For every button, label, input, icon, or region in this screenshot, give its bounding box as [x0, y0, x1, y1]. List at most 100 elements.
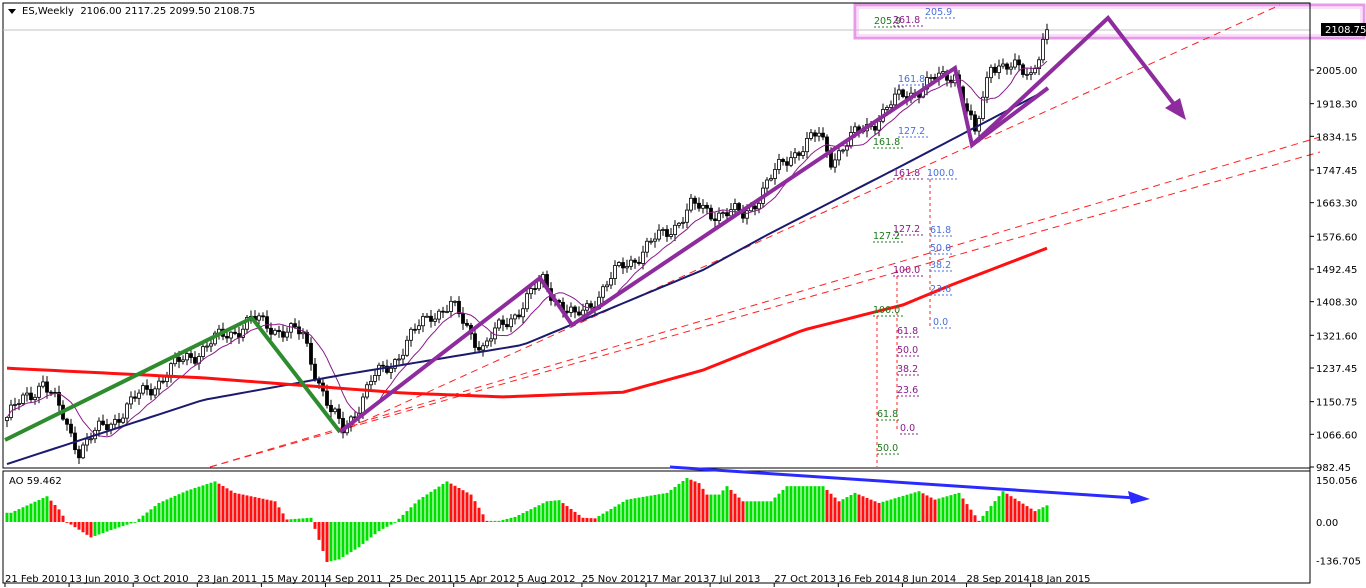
ao-bar-down	[241, 494, 245, 522]
candle-up	[205, 345, 209, 348]
candle-up	[721, 212, 725, 215]
candle-down	[309, 342, 313, 365]
candle-up	[653, 238, 657, 242]
ao-bar-up	[301, 518, 305, 522]
ao-bar-down	[701, 488, 705, 522]
ao-bar-up	[761, 501, 765, 522]
candle-up	[613, 265, 617, 279]
ao-bar-down	[457, 487, 461, 522]
ao-bar-up	[745, 501, 749, 522]
ao-bar-down	[565, 506, 569, 522]
date-tick-label: 27 Oct 2013	[774, 574, 836, 585]
dropdown-triangle-icon[interactable]	[8, 8, 16, 14]
candle-down	[713, 218, 717, 221]
fib-label-purple: 100.0	[893, 265, 920, 276]
ao-bar-up	[93, 522, 97, 536]
ao-bar-up	[721, 490, 725, 522]
ao-bar-down	[269, 500, 273, 522]
candle-up	[33, 396, 37, 400]
candle-down	[281, 331, 285, 338]
candle-up	[1033, 68, 1037, 74]
candle-down	[225, 335, 229, 339]
candle-down	[305, 331, 309, 344]
ao-bar-up	[429, 491, 433, 522]
ao-bar-up	[665, 492, 669, 522]
ao-bar-up	[609, 508, 613, 522]
candle-up	[885, 107, 889, 110]
candle-up	[113, 419, 117, 425]
ao-bar-up	[497, 520, 501, 522]
candle-up	[757, 202, 761, 210]
ao-bar-up	[413, 503, 417, 522]
date-tick-label: 15 Apr 2012	[454, 574, 516, 585]
price-tick-label: 982.45	[1316, 463, 1351, 474]
ao-bar-up	[605, 511, 609, 522]
candle-up	[125, 403, 129, 419]
ao-bar-down	[973, 515, 977, 522]
ao-bar-down	[921, 493, 925, 522]
ao-bar-down	[481, 514, 485, 522]
fib-label-blue: 61.8	[930, 225, 951, 236]
candle-up	[401, 354, 405, 360]
ao-bar-down	[65, 522, 69, 523]
ao-bar-up	[437, 486, 441, 522]
ao-bar-up	[845, 497, 849, 522]
candle-down	[457, 300, 461, 315]
ao-bar-down	[485, 520, 489, 522]
ao-bar-up	[809, 486, 813, 522]
ao-bar-up	[821, 486, 825, 522]
ao-bar-up	[345, 522, 349, 555]
ao-bar-down	[277, 507, 281, 522]
ao-bar-down	[1021, 503, 1025, 522]
ao-bar-up	[661, 493, 665, 522]
candle-up	[21, 394, 25, 404]
ao-indicator-label: AO 59.462	[9, 476, 62, 487]
candle-up	[601, 286, 605, 298]
candle-down	[473, 333, 477, 348]
ao-bar-up	[193, 488, 197, 522]
candle-down	[517, 314, 521, 318]
candle-up	[97, 420, 101, 431]
date-tick-label: 15 May 2011	[261, 574, 326, 585]
ao-bar-up	[901, 495, 905, 522]
moving-average-mid	[6, 88, 1048, 466]
candle-up	[733, 203, 737, 211]
candle-down	[293, 323, 297, 328]
ao-bar-up	[649, 495, 653, 522]
ao-bar-up	[289, 519, 293, 522]
ao-bar-up	[681, 481, 685, 522]
ao-bar-up	[601, 513, 605, 522]
ao-bar-up	[297, 518, 301, 522]
ao-bar-up	[641, 496, 645, 522]
ao-bar-up	[1045, 505, 1049, 522]
candle-down	[1021, 64, 1025, 75]
candle-up	[493, 327, 497, 340]
fib-label-purple: 38.2	[897, 364, 918, 375]
ao-bar-up	[633, 498, 637, 522]
ao-bar-up	[513, 516, 517, 522]
candle-down	[637, 261, 641, 264]
candle-up	[817, 132, 821, 137]
fib-label-blue: 100.0	[927, 168, 954, 179]
ao-bar-up	[905, 494, 909, 522]
ao-bar-down	[829, 493, 833, 522]
price-tick-label: 1747.45	[1316, 166, 1357, 177]
ao-bar-down	[73, 522, 77, 528]
candle-up	[1025, 73, 1029, 76]
ao-bar-down	[453, 485, 457, 522]
candle-up	[497, 319, 501, 329]
ao-bar-up	[621, 501, 625, 522]
ao-bar-up	[713, 494, 717, 522]
ao-bar-up	[185, 490, 189, 522]
candle-up	[729, 209, 733, 217]
candle-down	[461, 313, 465, 324]
candle-down	[329, 404, 333, 413]
ao-bar-up	[757, 501, 761, 522]
ao-bar-up	[405, 511, 409, 522]
ao-bar-up	[785, 486, 789, 522]
candle-up	[981, 96, 985, 119]
candle-up	[417, 325, 421, 330]
candle-up	[685, 209, 689, 223]
ao-bar-down	[61, 515, 65, 522]
